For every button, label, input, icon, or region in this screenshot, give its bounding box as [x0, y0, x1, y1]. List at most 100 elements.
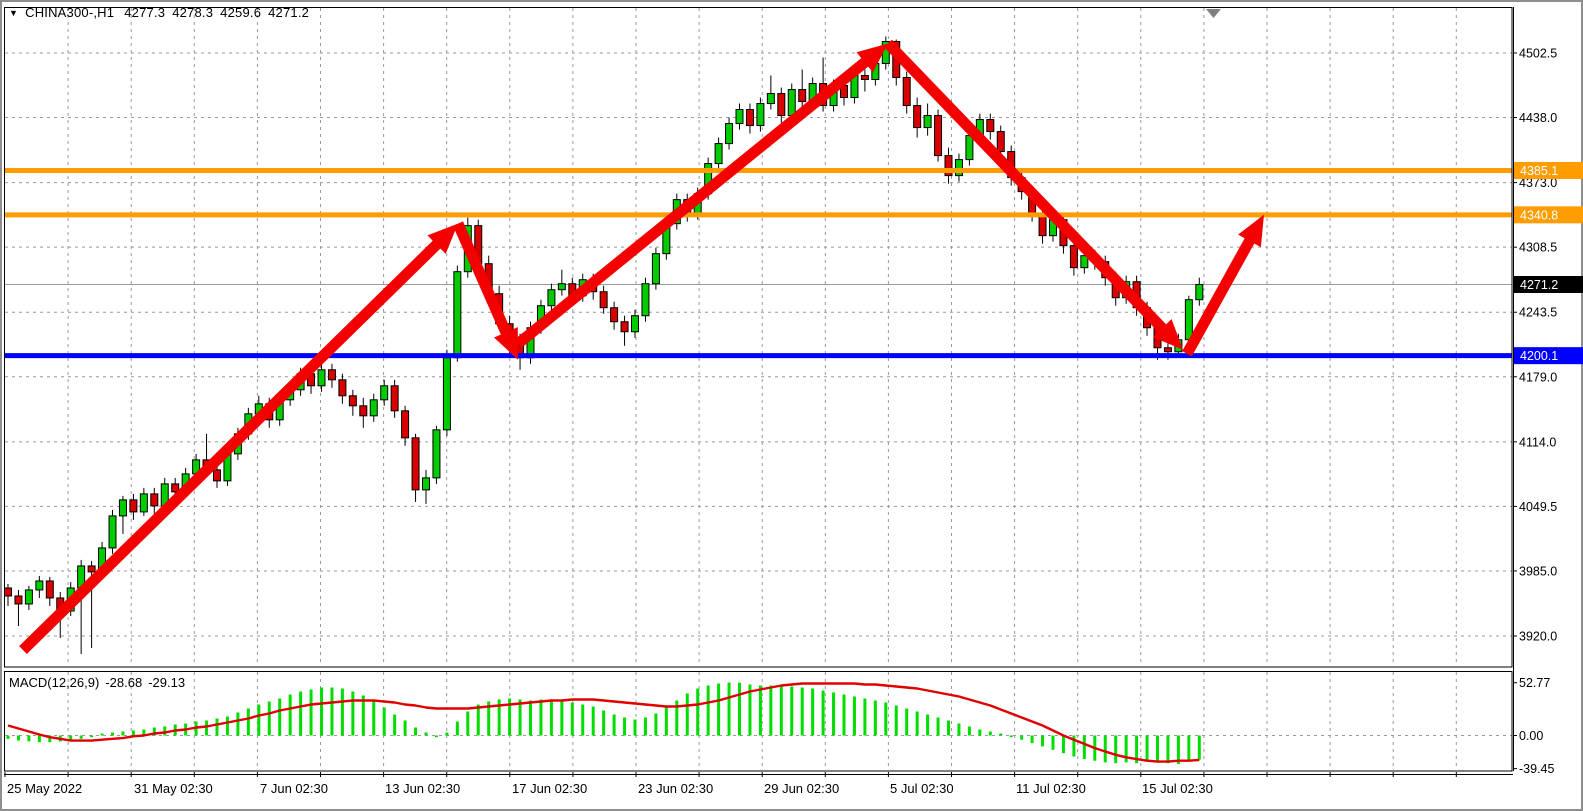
bull-candle — [651, 253, 660, 285]
bear-candle — [913, 105, 922, 129]
resistance-price-label: 4340.8 — [1520, 208, 1558, 222]
bear-candle — [14, 595, 23, 605]
bear-candle — [777, 93, 786, 117]
bull-candle — [923, 115, 932, 129]
bear-candle — [620, 321, 629, 333]
chart-header: ▼ CHINA300-,H1 4277.3 4278.3 4259.6 4271.2 — [9, 5, 316, 20]
bull-candle — [442, 357, 451, 431]
price-axis-label: 3985.0 — [1519, 564, 1557, 578]
macd-pane-frame — [4, 671, 1513, 772]
bear-candle — [860, 75, 869, 81]
trend-arrows[interactable] — [19, 39, 1264, 654]
bear-candle — [348, 395, 357, 407]
bear-candle — [129, 499, 138, 513]
main-pane-frame — [4, 7, 1513, 668]
bull-candle — [714, 143, 723, 165]
price-axis-label: 4049.5 — [1519, 500, 1557, 514]
price-axis-label: 4308.5 — [1519, 241, 1557, 255]
trend-arrow-head[interactable] — [1238, 214, 1264, 248]
bull-candle — [380, 385, 389, 401]
bear-candle — [798, 89, 807, 103]
low-value: 4259.6 — [220, 5, 262, 20]
bull-candle — [735, 109, 744, 125]
price-axis-label: 4438.0 — [1519, 111, 1557, 125]
time-axis-label: 25 May 2022 — [7, 781, 82, 796]
bull-candle — [317, 369, 326, 387]
resistance-price-label: 4385.1 — [1520, 164, 1558, 178]
bear-candle — [390, 385, 399, 412]
bear-candle — [45, 580, 54, 599]
bull-candle — [557, 283, 566, 291]
trend-arrow-shaft[interactable] — [452, 221, 513, 339]
time-axis-label: 31 May 02:30 — [134, 781, 213, 796]
resistance-price-box — [1514, 206, 1583, 224]
bull-candle — [756, 103, 765, 127]
macd-axis-label: 0.00 — [1519, 729, 1543, 743]
bear-candle — [934, 115, 943, 157]
bear-candle — [87, 565, 96, 573]
price-axis-label: 3920.0 — [1519, 629, 1557, 643]
bull-candle — [369, 399, 378, 417]
bear-candle — [359, 405, 368, 417]
time-axis-label: 29 Jun 02:30 — [764, 781, 839, 796]
trend-arrow-head[interactable] — [1152, 319, 1183, 350]
bear-candle — [745, 109, 754, 127]
trend-arrow-shaft[interactable] — [514, 55, 872, 349]
support-price-label: 4200.1 — [1520, 349, 1558, 363]
bear-candle — [150, 493, 159, 507]
bull-candle — [1195, 283, 1204, 301]
time-axis-label: 17 Jun 02:30 — [512, 781, 587, 796]
bear-candle — [327, 369, 336, 381]
current-price-box — [1514, 275, 1583, 293]
bear-candle — [996, 131, 1005, 153]
symbol-timeframe-label: CHINA300-,H1 — [25, 5, 115, 20]
bear-candle — [411, 437, 420, 491]
trend-arrow-head[interactable] — [427, 223, 458, 254]
resistance-price-box — [1514, 162, 1583, 180]
trend-arrow-shaft[interactable] — [1182, 234, 1257, 357]
bear-candle — [1163, 347, 1172, 353]
bull-candle — [766, 93, 775, 105]
bull-candle — [453, 271, 462, 359]
macd-indicator-header: MACD(12,26,9) -28.68 -29.13 — [9, 675, 185, 690]
bear-candle — [171, 483, 180, 493]
bull-candle — [432, 429, 441, 479]
macd-signal-line — [7, 682, 1200, 763]
high-value: 4278.3 — [172, 5, 214, 20]
bull-candle — [1080, 255, 1089, 269]
time-axis-label: 23 Jun 02:30 — [638, 781, 713, 796]
price-axis-labels: 4502.5 4438.0 4373.0 4308.5 4243.5 4179.0 4114… — [1513, 47, 1557, 776]
time-axis: 25 May 2022 31 May 02:30 7 Jun 02:30 13 Jun… — [4, 772, 1457, 796]
current-price-label: 4271.2 — [1520, 278, 1558, 292]
bull-candle — [631, 315, 639, 333]
macd-signal-value: -29.13 — [148, 675, 186, 690]
bull-candle — [954, 159, 963, 177]
bull-candle — [547, 289, 556, 307]
bear-candle — [213, 469, 221, 482]
bull-candle — [35, 580, 44, 591]
macd-indicator-label: MACD(12,26,9) — [9, 675, 100, 690]
trend-arrow-shaft[interactable] — [884, 39, 1169, 335]
chart-shift-marker-icon[interactable] — [1206, 9, 1221, 18]
trend-arrow-head[interactable] — [494, 327, 518, 360]
close-value: 4271.2 — [268, 5, 310, 20]
trend-arrow-head[interactable] — [856, 43, 888, 73]
bear-candle — [902, 77, 911, 107]
time-axis-label: 5 Jul 02:30 — [890, 781, 954, 796]
price-axis-label: 4114.0 — [1519, 435, 1556, 449]
symbol-dropdown-icon[interactable]: ▼ — [9, 8, 19, 18]
price-axis-label: 4373.0 — [1519, 176, 1557, 190]
bear-candle — [4, 587, 12, 597]
price-axis-label: 4243.5 — [1519, 306, 1557, 320]
bull-candle — [24, 589, 33, 605]
bear-candle — [1069, 245, 1078, 269]
macd-axis-label: 52.77 — [1519, 676, 1550, 690]
time-axis-label: 7 Jun 02:30 — [260, 781, 328, 796]
bear-candle — [599, 291, 608, 309]
bull-candle — [139, 493, 148, 513]
trend-arrow-shaft[interactable] — [19, 237, 444, 654]
macd-axis-label: -39.45 — [1519, 762, 1554, 776]
